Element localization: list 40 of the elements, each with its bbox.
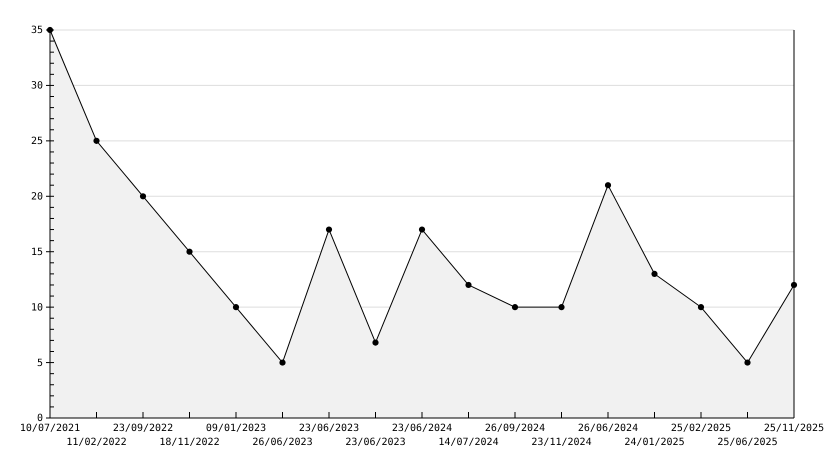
y-tick-label: 35 — [30, 25, 43, 36]
x-tick-label: 25/02/2025 — [670, 423, 732, 434]
x-tick-label: 25/11/2025 — [764, 423, 824, 434]
x-tick-label: 09/01/2023 — [206, 423, 266, 434]
y-tick-label: 20 — [30, 191, 43, 202]
point — [186, 248, 193, 255]
point — [418, 226, 426, 233]
y-tick-label: 30 — [30, 80, 43, 92]
point — [140, 193, 146, 200]
x-tick-label: 26/09/2024 — [484, 423, 546, 434]
point — [744, 359, 751, 366]
point — [279, 359, 286, 366]
point — [465, 282, 472, 288]
point — [372, 340, 379, 346]
x-tick-label: 25/06/2025 — [717, 437, 778, 448]
x-tick-label: 26/06/2023 — [252, 437, 313, 448]
x-tick-label: 10/07/2021 — [20, 423, 80, 434]
point — [698, 304, 704, 310]
y-tick-label: 5 — [36, 358, 43, 369]
x-tick-label: 23/06/2024 — [392, 423, 452, 434]
x-tick-label: 26/06/2024 — [578, 423, 638, 434]
y-tick-label: 0 — [36, 413, 43, 424]
point — [651, 270, 658, 277]
x-tick-label: 23/06/2023 — [345, 437, 406, 448]
x-tick-label: 23/06/2023 — [298, 423, 360, 434]
y-tick-label: 15 — [30, 246, 43, 258]
point — [326, 226, 332, 233]
x-tick-label: 11/02/2022 — [66, 437, 127, 448]
point — [232, 304, 240, 310]
point — [558, 304, 565, 310]
x-tick-label: 18/11/2022 — [159, 437, 220, 448]
y-tick-label: 25 — [30, 136, 43, 148]
x-tick-label: 23/09/2022 — [112, 423, 174, 434]
x-tick-label: 14/07/2024 — [438, 437, 499, 448]
point — [512, 304, 518, 310]
point — [604, 182, 612, 188]
point — [93, 138, 100, 144]
y-tick-label: 10 — [30, 302, 43, 314]
x-tick-label: 23/11/2024 — [531, 437, 592, 448]
x-tick-label: 24/01/2025 — [624, 437, 685, 448]
